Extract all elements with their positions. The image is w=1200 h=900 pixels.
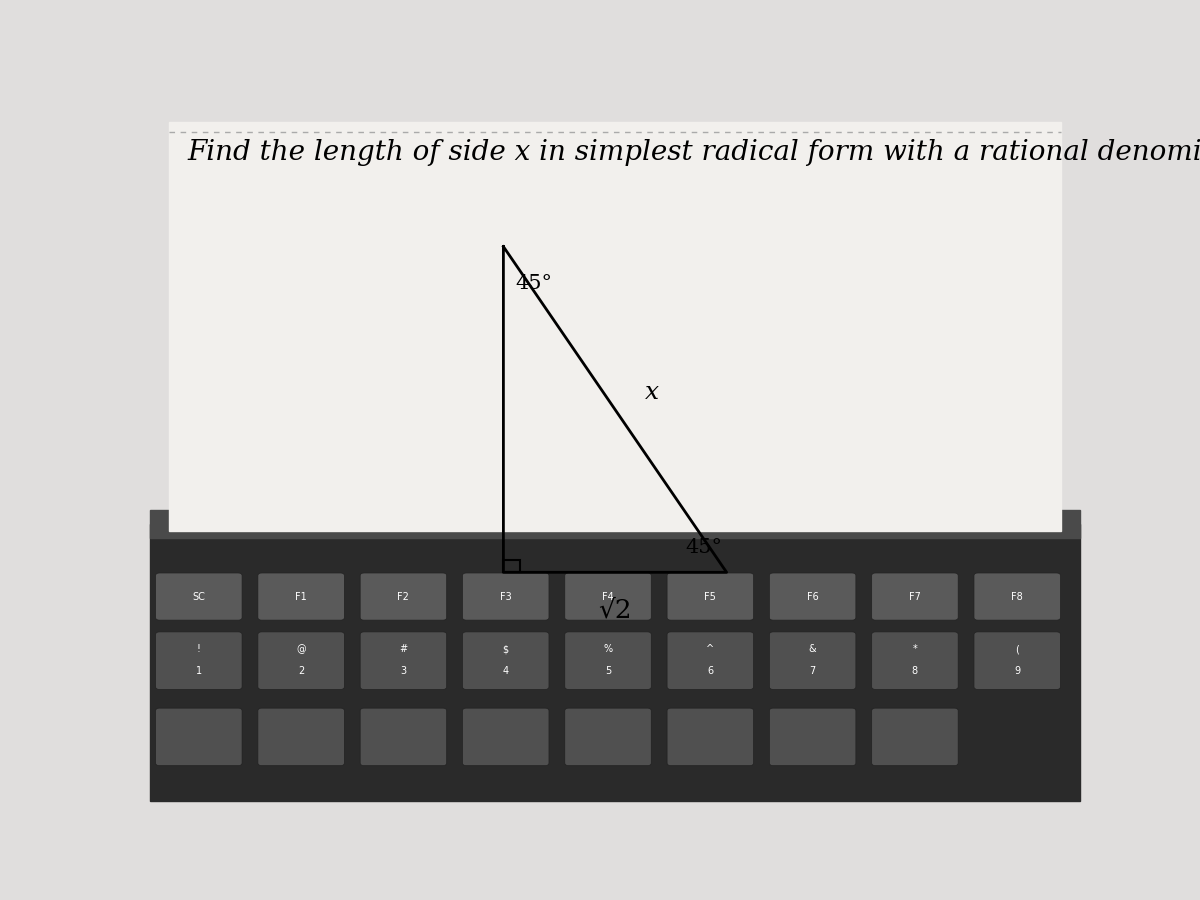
Text: F6: F6 — [806, 591, 818, 601]
Text: &: & — [809, 644, 816, 654]
FancyBboxPatch shape — [360, 632, 446, 689]
FancyBboxPatch shape — [769, 573, 856, 620]
FancyBboxPatch shape — [258, 708, 344, 766]
Text: $: $ — [503, 644, 509, 654]
FancyBboxPatch shape — [565, 632, 652, 689]
Text: F1: F1 — [295, 591, 307, 601]
FancyBboxPatch shape — [565, 708, 652, 766]
FancyBboxPatch shape — [974, 632, 1061, 689]
Text: x: x — [646, 381, 659, 403]
FancyBboxPatch shape — [462, 573, 548, 620]
FancyBboxPatch shape — [360, 708, 446, 766]
FancyBboxPatch shape — [974, 573, 1061, 620]
FancyBboxPatch shape — [565, 573, 652, 620]
Text: 45°: 45° — [516, 274, 552, 293]
Text: 3: 3 — [401, 666, 407, 677]
Bar — [150, 510, 1080, 537]
FancyBboxPatch shape — [156, 708, 242, 766]
Text: F5: F5 — [704, 591, 716, 601]
FancyBboxPatch shape — [462, 632, 548, 689]
Text: Find the length of side x in simplest radical form with a rational denominator.: Find the length of side x in simplest ra… — [187, 140, 1200, 166]
FancyBboxPatch shape — [667, 573, 754, 620]
Text: 5: 5 — [605, 666, 611, 677]
Bar — [150, 524, 1080, 801]
Text: 7: 7 — [810, 666, 816, 677]
FancyBboxPatch shape — [871, 573, 958, 620]
FancyBboxPatch shape — [871, 632, 958, 689]
Text: 8: 8 — [912, 666, 918, 677]
Text: F7: F7 — [908, 591, 920, 601]
FancyBboxPatch shape — [360, 573, 446, 620]
Text: %: % — [604, 644, 612, 654]
Bar — [168, 122, 1061, 531]
FancyBboxPatch shape — [667, 632, 754, 689]
FancyBboxPatch shape — [871, 708, 958, 766]
Text: F2: F2 — [397, 591, 409, 601]
Text: √2: √2 — [598, 598, 632, 623]
Text: 1: 1 — [196, 666, 202, 677]
FancyBboxPatch shape — [156, 632, 242, 689]
Bar — [504, 560, 520, 572]
Text: *: * — [912, 644, 917, 654]
Text: F3: F3 — [500, 591, 511, 601]
FancyBboxPatch shape — [258, 573, 344, 620]
Text: (: ( — [1015, 644, 1019, 654]
Text: 4: 4 — [503, 666, 509, 677]
Text: 6: 6 — [707, 666, 713, 677]
FancyBboxPatch shape — [769, 632, 856, 689]
Text: !: ! — [197, 644, 200, 654]
Text: F8: F8 — [1012, 591, 1024, 601]
Text: @: @ — [296, 644, 306, 654]
Text: #: # — [400, 644, 408, 654]
FancyBboxPatch shape — [156, 573, 242, 620]
FancyBboxPatch shape — [462, 708, 548, 766]
Text: 2: 2 — [298, 666, 305, 677]
Text: ^: ^ — [707, 644, 714, 654]
FancyBboxPatch shape — [667, 708, 754, 766]
FancyBboxPatch shape — [258, 632, 344, 689]
Text: F4: F4 — [602, 591, 614, 601]
Text: SC: SC — [192, 591, 205, 601]
Text: 9: 9 — [1014, 666, 1020, 677]
FancyBboxPatch shape — [769, 708, 856, 766]
Text: 45°: 45° — [685, 538, 722, 557]
